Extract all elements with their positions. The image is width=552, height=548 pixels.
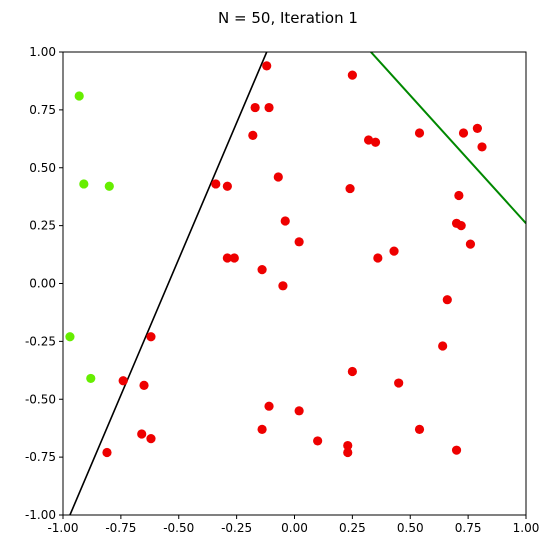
point-s1-36: [294, 406, 304, 416]
point-s1-35: [264, 401, 274, 411]
point-s1-24: [389, 246, 399, 256]
point-s1-43: [343, 447, 353, 458]
point-s1-11: [477, 142, 487, 152]
point-s1-30: [438, 341, 448, 351]
point-s1-19: [456, 221, 466, 231]
point-s1-38: [414, 424, 425, 434]
y-tick-label: 0.25: [29, 219, 56, 233]
y-tick-label: 0.75: [29, 103, 56, 117]
point-s1-39: [137, 429, 147, 439]
point-s1-15: [345, 183, 355, 194]
point-s1-22: [222, 253, 232, 263]
point-s2-3: [104, 181, 114, 191]
x-axis: -1.00 -0.75 -0.50 -0.25 0.00 0.25 0.50 0.75 1.00: [47, 515, 539, 535]
y-tick-label: -1.00: [25, 508, 56, 522]
point-s1-3: [250, 102, 260, 113]
point-s1-13: [222, 181, 232, 191]
point-s1-21: [465, 239, 476, 249]
y-tick-label: -0.50: [25, 392, 56, 406]
point-s1-32: [139, 380, 149, 390]
point-s1-25: [373, 253, 383, 263]
x-tick-label: -0.75: [105, 521, 136, 535]
point-s1-29: [146, 332, 156, 342]
x-tick-label: 0.50: [397, 521, 424, 535]
plot-area: [63, 52, 526, 515]
point-s2-5: [86, 373, 96, 384]
point-s1-23: [229, 253, 239, 263]
point-s2-4: [65, 332, 75, 342]
point-s1-42: [343, 440, 353, 451]
y-tick-label: 0.50: [29, 161, 56, 175]
x-tick-label: 0.25: [339, 521, 366, 535]
point-s1-1: [262, 61, 272, 71]
point-s1-17: [280, 216, 290, 226]
data-points: [65, 61, 487, 458]
point-s1-26: [257, 265, 267, 275]
boundary-line-2: [370, 52, 526, 224]
point-s1-5: [248, 130, 258, 140]
point-s1-20: [294, 237, 304, 247]
x-tick-label: 0.00: [281, 521, 308, 535]
point-s1-8: [414, 128, 425, 138]
point-s1-16: [454, 190, 464, 201]
point-s1-7: [370, 137, 381, 147]
point-s1-34: [394, 378, 404, 388]
x-tick-label: -1.00: [47, 521, 78, 535]
x-tick-label: 0.75: [455, 521, 482, 535]
point-s1-37: [257, 424, 267, 434]
boundary-line-1: [69, 52, 268, 515]
point-s1-14: [273, 172, 283, 182]
point-s1-44: [451, 445, 462, 455]
y-tick-label: 0.00: [29, 277, 56, 291]
point-s1-31: [118, 376, 128, 386]
point-s1-45: [102, 447, 112, 458]
point-s1-4: [264, 102, 274, 113]
point-s1-41: [313, 436, 323, 446]
y-tick-label: 1.00: [29, 45, 56, 59]
x-tick-label: -0.25: [221, 521, 252, 535]
point-s1-2: [347, 70, 357, 80]
decision-lines: [69, 52, 526, 515]
point-s1-12: [211, 179, 221, 189]
point-s1-27: [278, 281, 288, 291]
point-s1-28: [442, 295, 452, 305]
point-s1-40: [146, 434, 156, 444]
y-tick-label: -0.25: [25, 334, 56, 348]
point-s2-1: [74, 91, 84, 101]
point-s1-33: [347, 366, 357, 377]
point-s1-6: [363, 135, 374, 145]
x-tick-label: 1.00: [513, 521, 540, 535]
point-s1-10: [472, 123, 482, 133]
point-s1-9: [458, 128, 469, 138]
y-tick-label: -0.75: [25, 450, 56, 464]
x-tick-label: -0.50: [163, 521, 194, 535]
point-s2-2: [79, 179, 89, 189]
y-axis: -1.00 -0.75 -0.50 -0.25 0.00 0.25 0.50 0.75 1.00: [25, 45, 63, 522]
chart-title: N = 50, Iteration 1: [218, 9, 358, 27]
